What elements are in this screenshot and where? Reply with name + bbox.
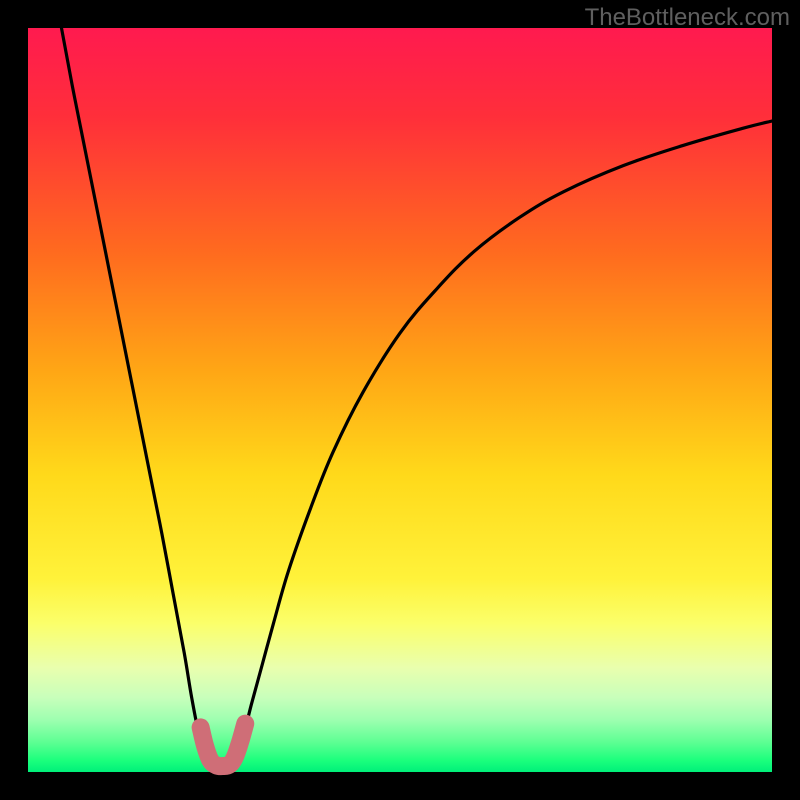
bottleneck-curve-chart [0, 0, 800, 800]
chart-stage: TheBottleneck.com [0, 0, 800, 800]
plot-gradient-area [28, 28, 772, 772]
